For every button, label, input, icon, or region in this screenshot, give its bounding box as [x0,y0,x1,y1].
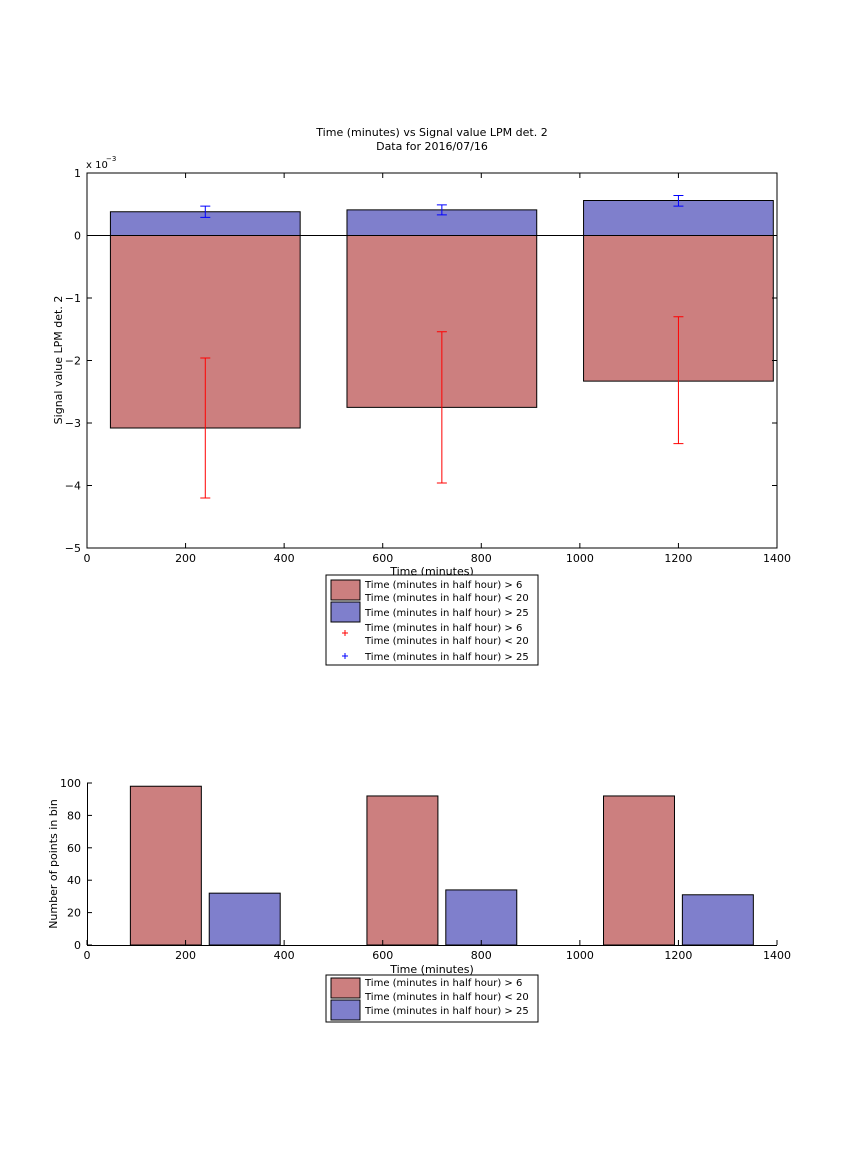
count-legend-label-range-line1: Time (minutes in half hour) > 6 [364,978,522,989]
legend-marker-range-icon [342,630,348,636]
count-chart-x-axis-label: Time (minutes) [389,963,474,976]
count-legend-label-above: Time (minutes in half hour) > 25 [364,1006,529,1017]
signal-error-bar-s1-0 [200,205,211,218]
signal-x-tick-label: 800 [471,552,492,565]
signal-chart-exponent-base: x 10 [86,160,108,171]
count-x-tick-label: 200 [175,949,196,962]
count-y-tick-label: 100 [60,777,81,790]
signal-error-bar-s1-1 [436,204,447,216]
count-bar-s0-2 [603,795,675,946]
signal-chart: Time (minutes) vs Signal value LPM det. … [52,126,791,666]
signal-chart-subtitle: Data for 2016/07/16 [376,140,488,153]
legend-marker-above-icon [342,653,348,659]
signal-error-bar-s1-2 [673,195,684,207]
count-chart-bars [129,785,754,946]
signal-chart-bars [109,200,774,429]
signal-error-bar-s0-2 [673,316,684,445]
signal-error-bar-s0-1 [436,331,447,484]
legend-patch-above [330,601,361,623]
signal-chart-y-axis-label: Signal value LPM det. 2 [52,296,65,425]
legend-marker-label-above: Time (minutes in half hour) > 25 [364,652,529,663]
signal-y-tick-label: 1 [74,167,81,180]
signal-chart-legend: Time (minutes in half hour) > 6 Time (mi… [325,574,539,666]
signal-error-bar-s0-0 [200,357,211,499]
signal-chart-legend-box [325,574,539,666]
signal-chart-title: Time (minutes) vs Signal value LPM det. … [315,126,547,139]
legend-patch-range [330,579,361,601]
signal-y-tick-label: −3 [65,417,81,430]
count-bar-s1-1 [445,889,518,946]
count-bar-s1-2 [681,894,754,946]
count-y-tick-label: 0 [74,939,81,952]
count-chart: 0 200 400 600 800 1000 1200 1400 0 20 40 60 80 100 T… [47,777,791,1023]
legend-marker-label-range-line2: Time (minutes in half hour) < 20 [364,636,529,647]
count-x-tick-label: 1000 [566,949,594,962]
legend-marker-label-range-line1: Time (minutes in half hour) > 6 [364,623,522,634]
count-legend-patch-above [330,999,361,1021]
signal-chart-x-ticks: 0 200 400 600 800 1000 1200 1400 [84,173,791,565]
count-legend-label-range-line2: Time (minutes in half hour) < 20 [364,992,529,1003]
signal-x-tick-label: 1200 [664,552,692,565]
signal-x-tick-label: 1400 [763,552,791,565]
count-y-tick-label: 80 [67,809,81,822]
signal-y-tick-label: −2 [65,355,81,368]
count-x-tick-label: 1200 [664,949,692,962]
signal-x-tick-label: 200 [175,552,196,565]
signal-x-tick-label: 0 [84,552,91,565]
legend-label-range-line2: Time (minutes in half hour) < 20 [364,593,529,604]
count-x-tick-label: 400 [274,949,295,962]
count-chart-legend-box [325,974,539,1023]
signal-y-tick-label: −5 [65,542,81,555]
signal-x-tick-label: 400 [274,552,295,565]
count-chart-y-axis-label: Number of points in bin [47,799,60,929]
count-chart-legend: Time (minutes in half hour) > 6 Time (mi… [325,974,539,1023]
signal-chart-y-ticks: −5 −4 −3 −2 −1 0 1 [65,167,777,555]
count-bar-s1-0 [208,892,281,946]
count-y-tick-label: 40 [67,874,81,887]
signal-x-tick-label: 600 [372,552,393,565]
count-legend-patch-range [330,977,361,999]
signal-chart-error-bars [200,195,684,499]
count-x-tick-label: 600 [372,949,393,962]
signal-y-tick-label: 0 [74,230,81,243]
legend-label-range-line1: Time (minutes in half hour) > 6 [364,580,522,591]
count-x-tick-label: 1400 [763,949,791,962]
count-x-tick-label: 0 [84,949,91,962]
legend-label-above: Time (minutes in half hour) > 25 [364,608,529,619]
count-y-tick-label: 20 [67,907,81,920]
count-chart-y-ticks: 0 20 40 60 80 100 [60,777,92,952]
signal-chart-exponent-power: −3 [106,155,116,163]
count-x-tick-label: 800 [471,949,492,962]
signal-y-tick-label: −4 [65,480,81,493]
signal-chart-exponent: x 10 −3 [86,155,116,171]
count-y-tick-label: 60 [67,842,81,855]
signal-x-tick-label: 1000 [566,552,594,565]
count-bar-s0-0 [129,785,202,946]
signal-y-tick-label: −1 [65,292,81,305]
count-bar-s0-1 [366,795,439,946]
count-chart-x-ticks: 0 200 400 600 800 1000 1200 1400 [84,940,791,962]
